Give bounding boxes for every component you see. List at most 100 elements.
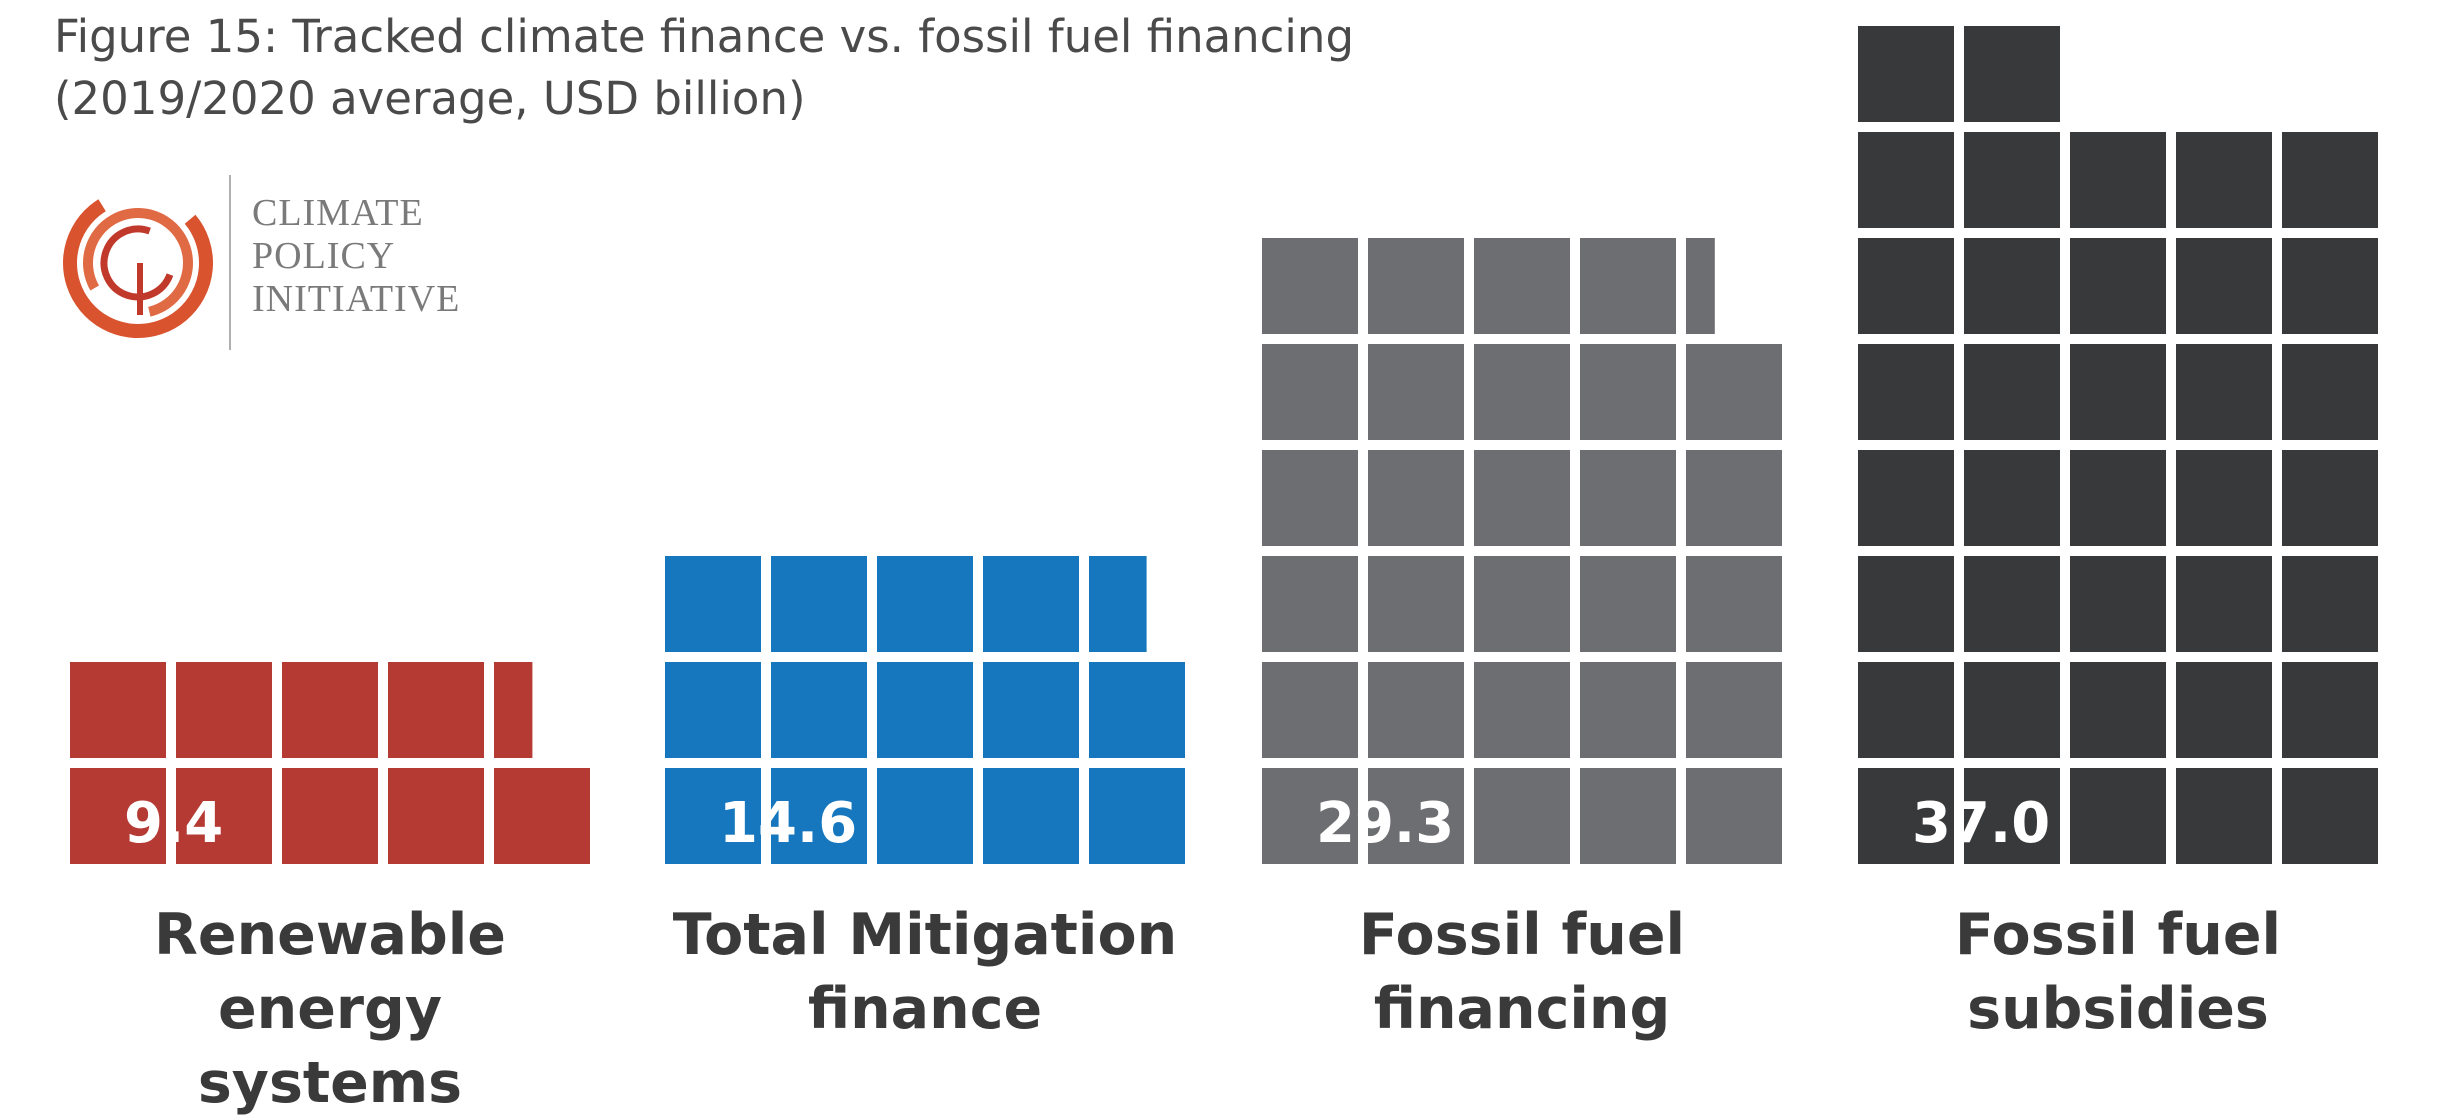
unit-square — [2282, 450, 2378, 546]
unit-square — [1368, 238, 1464, 334]
unit-square — [282, 662, 378, 758]
unit-square — [2282, 662, 2378, 758]
logo-text-line1: CLIMATE — [252, 192, 424, 234]
unit-square — [1580, 238, 1676, 334]
value-label: 14.6 — [719, 791, 857, 856]
unit-square — [2176, 662, 2272, 758]
category-label-line: Total Mitigation — [672, 902, 1178, 968]
unit-square — [388, 662, 484, 758]
unit-square — [983, 768, 1079, 864]
unit-square — [70, 662, 166, 758]
unit-square — [1580, 344, 1676, 440]
unit-square — [1964, 344, 2060, 440]
unit-square — [1262, 344, 1358, 440]
unit-square — [1858, 450, 1954, 546]
unit-square — [2176, 132, 2272, 228]
logo-text-line2: POLICY — [252, 235, 395, 277]
unit-square — [1858, 768, 1954, 864]
unit-square — [1089, 768, 1185, 864]
category-label-line: Renewable energy — [154, 902, 506, 1042]
bar-group-4: 37.0 — [1858, 26, 2378, 864]
category-label: Fossil fuel financing — [1242, 898, 1802, 1046]
unit-square — [1686, 238, 1715, 334]
unit-square — [1580, 662, 1676, 758]
unit-square — [2176, 768, 2272, 864]
bar-group-1: 9.4 — [70, 662, 590, 864]
unit-square — [665, 768, 761, 864]
logo-text-line3: INITIATIVE — [252, 278, 460, 320]
unit-grid-chart: 9.4 14.6 29.3 37.0 — [70, 26, 2378, 864]
value-label: 9.4 — [124, 791, 223, 856]
category-label-line: Fossil fuel — [1954, 902, 2282, 968]
unit-square — [1262, 662, 1358, 758]
bar-group-2: 14.6 — [665, 556, 1185, 864]
unit-square — [1858, 556, 1954, 652]
unit-square — [1858, 662, 1954, 758]
unit-square — [176, 768, 272, 864]
category-label: Total Mitigation finance — [645, 898, 1205, 1046]
unit-square — [70, 768, 166, 864]
unit-square — [877, 556, 973, 652]
unit-square — [176, 662, 272, 758]
unit-square — [1262, 556, 1358, 652]
unit-square — [1262, 238, 1358, 334]
climate-policy-initiative-logo: CLIMATE POLICY INITIATIVE — [63, 175, 460, 350]
value-label: 37.0 — [1912, 791, 2050, 856]
unit-square — [1686, 768, 1782, 864]
category-label-line: financing — [1373, 976, 1671, 1042]
unit-square — [494, 662, 533, 758]
unit-square — [2176, 344, 2272, 440]
unit-square — [1474, 768, 1570, 864]
unit-square — [1474, 556, 1570, 652]
unit-square — [665, 556, 761, 652]
unit-square — [2176, 450, 2272, 546]
unit-square — [1262, 768, 1358, 864]
unit-square — [1580, 450, 1676, 546]
category-label: Fossil fuel subsidies — [1838, 898, 2398, 1046]
unit-square — [1964, 450, 2060, 546]
category-label-line: systems — [197, 1050, 463, 1116]
unit-square — [1580, 556, 1676, 652]
category-label-line: subsidies — [1967, 976, 2269, 1042]
unit-square — [1474, 662, 1570, 758]
unit-square — [1964, 662, 2060, 758]
unit-square — [2070, 132, 2166, 228]
unit-square — [1686, 344, 1782, 440]
value-label: 29.3 — [1316, 791, 1454, 856]
unit-square — [1858, 344, 1954, 440]
unit-square — [771, 556, 867, 652]
category-label-line: Fossil fuel — [1358, 902, 1686, 968]
unit-square — [2176, 556, 2272, 652]
unit-square — [282, 768, 378, 864]
unit-square — [1089, 662, 1185, 758]
unit-square — [2070, 344, 2166, 440]
unit-square — [1964, 556, 2060, 652]
unit-square — [494, 768, 590, 864]
unit-square — [1474, 344, 1570, 440]
unit-square — [2282, 768, 2378, 864]
unit-square — [2070, 768, 2166, 864]
category-label-line: finance — [807, 976, 1043, 1042]
unit-square — [771, 768, 867, 864]
unit-square — [1858, 26, 1954, 122]
chart-subtitle: (2019/2020 average, USD billion) — [54, 72, 806, 125]
unit-square — [1368, 768, 1464, 864]
unit-square — [388, 768, 484, 864]
unit-square — [1964, 238, 2060, 334]
unit-square — [1368, 556, 1464, 652]
unit-square — [2282, 344, 2378, 440]
unit-square — [1474, 450, 1570, 546]
unit-square — [665, 662, 761, 758]
unit-square — [1368, 662, 1464, 758]
bar-group-3: 29.3 — [1262, 238, 1782, 864]
unit-square — [1858, 238, 1954, 334]
unit-square — [2176, 238, 2272, 334]
unit-square — [2070, 662, 2166, 758]
chart-title: Figure 15: Tracked climate finance vs. f… — [54, 10, 1355, 63]
unit-square — [1686, 662, 1782, 758]
unit-square — [2282, 238, 2378, 334]
unit-square — [1964, 26, 2060, 122]
unit-square — [1686, 450, 1782, 546]
unit-square — [983, 556, 1079, 652]
unit-square — [771, 662, 867, 758]
